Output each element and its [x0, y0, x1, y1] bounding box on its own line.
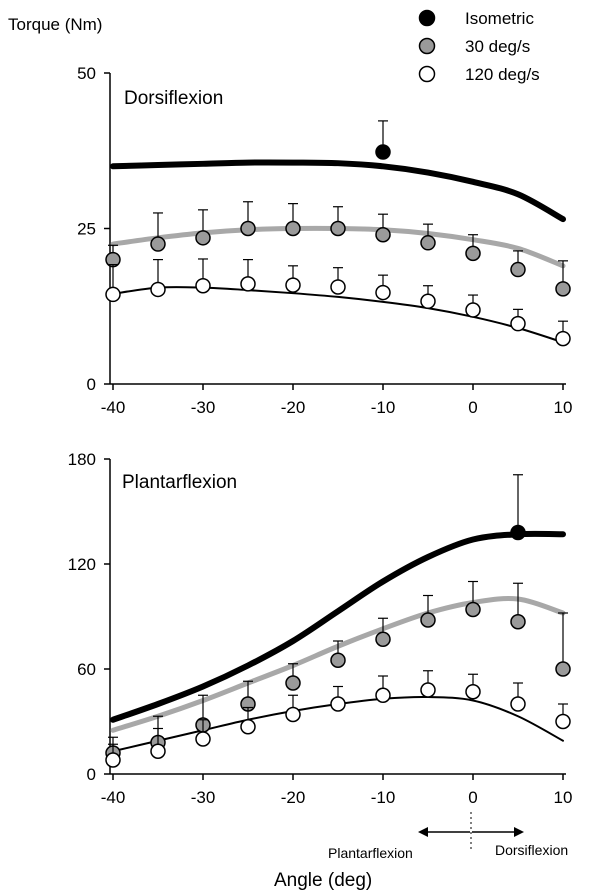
data-point-v30 [331, 653, 345, 667]
data-point-v30 [241, 222, 255, 236]
data-point-v120 [421, 294, 435, 308]
y-axis: 0 25 50 [77, 64, 110, 394]
x-axis: -40 -30 -20 -10 0 10 [101, 384, 573, 417]
data-point-v30 [286, 676, 300, 690]
y-tick-label: 120 [68, 555, 96, 574]
x-tick-label: -20 [281, 788, 306, 807]
data-point-v120 [106, 287, 120, 301]
data-point-v30 [511, 263, 525, 277]
data-point-v120 [106, 753, 120, 767]
x-tick-label: -10 [371, 398, 396, 417]
data-point-v120 [151, 744, 165, 758]
data-point-v30 [556, 662, 570, 676]
y-tick-label: 60 [77, 660, 96, 679]
data-point-v120 [286, 708, 300, 722]
data-point-v30 [151, 237, 165, 251]
y-tick-label: 180 [68, 450, 96, 469]
data-point-v120 [196, 279, 210, 293]
legend-label-120: 120 deg/s [465, 65, 540, 84]
legend-label-isometric: Isometric [465, 9, 534, 28]
legend-marker-30 [420, 39, 435, 54]
x-tick-label: -10 [371, 788, 396, 807]
data-point-v120 [331, 697, 345, 711]
x-tick-label: 10 [554, 398, 573, 417]
data-point-v120 [466, 685, 480, 699]
x-tick-label: -40 [101, 398, 126, 417]
data-point-v120 [511, 697, 525, 711]
x-tick-label: -20 [281, 398, 306, 417]
legend-label-30: 30 deg/s [465, 37, 530, 56]
x-tick-label: 0 [468, 398, 477, 417]
y-tick-label: 50 [77, 64, 96, 83]
panel-dorsiflexion: Dorsiflexion -40 -30 -20 -10 0 10 0 25 50 [77, 64, 572, 417]
data-point-v30 [331, 222, 345, 236]
data-point-v120 [511, 317, 525, 331]
data-point-isometric [511, 526, 525, 540]
y-tick-label: 0 [87, 765, 96, 784]
y-tick-label: 0 [87, 375, 96, 394]
x-tick-label: 10 [554, 788, 573, 807]
data-point-v120 [376, 688, 390, 702]
data-point-v120 [241, 720, 255, 734]
x-axis-label: Angle (deg) [274, 870, 372, 891]
x-axis: -40 -30 -20 -10 0 10 [101, 774, 573, 807]
data-point-v30 [376, 632, 390, 646]
data-point-v30 [466, 603, 480, 617]
arrowhead-right [514, 827, 524, 837]
legend: Isometric 30 deg/s 120 deg/s [420, 9, 540, 84]
direction-label-right: Dorsiflexion [495, 842, 568, 858]
data-point-v30 [556, 282, 570, 296]
data-point-isometric [376, 145, 390, 159]
y-axis: 0 60 120 180 [68, 450, 110, 784]
data-point-v120 [196, 732, 210, 746]
arrowhead-left [418, 827, 428, 837]
x-tick-label: -30 [191, 398, 216, 417]
data-point-v120 [151, 282, 165, 296]
data-point-v120 [286, 278, 300, 292]
legend-marker-isometric [420, 11, 435, 26]
x-tick-label: 0 [468, 788, 477, 807]
panel-plantarflexion: Plantarflexion -40 -30 -20 -10 0 10 0 60 120 180 [68, 450, 573, 807]
data-point-v120 [421, 683, 435, 697]
data-point-v120 [331, 280, 345, 294]
legend-marker-120 [420, 67, 435, 82]
data-point-v30 [511, 615, 525, 629]
data-point-v30 [286, 222, 300, 236]
panel-title: Dorsiflexion [124, 88, 223, 109]
data-point-v30 [421, 613, 435, 627]
panel-title: Plantarflexion [122, 472, 237, 493]
data-point-v120 [241, 277, 255, 291]
data-point-v30 [466, 246, 480, 260]
series-line-v120 [113, 287, 563, 342]
direction-annotation: Plantarflexion Dorsiflexion [328, 812, 568, 861]
data-point-v120 [556, 332, 570, 346]
data-point-v120 [556, 715, 570, 729]
data-point-v30 [376, 228, 390, 242]
data-point-v30 [421, 236, 435, 250]
data-point-v120 [466, 303, 480, 317]
y-axis-label: Torque (Nm) [8, 15, 102, 34]
x-tick-label: -30 [191, 788, 216, 807]
data-point-v30 [196, 231, 210, 245]
data-point-v120 [376, 286, 390, 300]
direction-label-left: Plantarflexion [328, 845, 413, 861]
y-tick-label: 25 [77, 220, 96, 239]
x-tick-label: -40 [101, 788, 126, 807]
